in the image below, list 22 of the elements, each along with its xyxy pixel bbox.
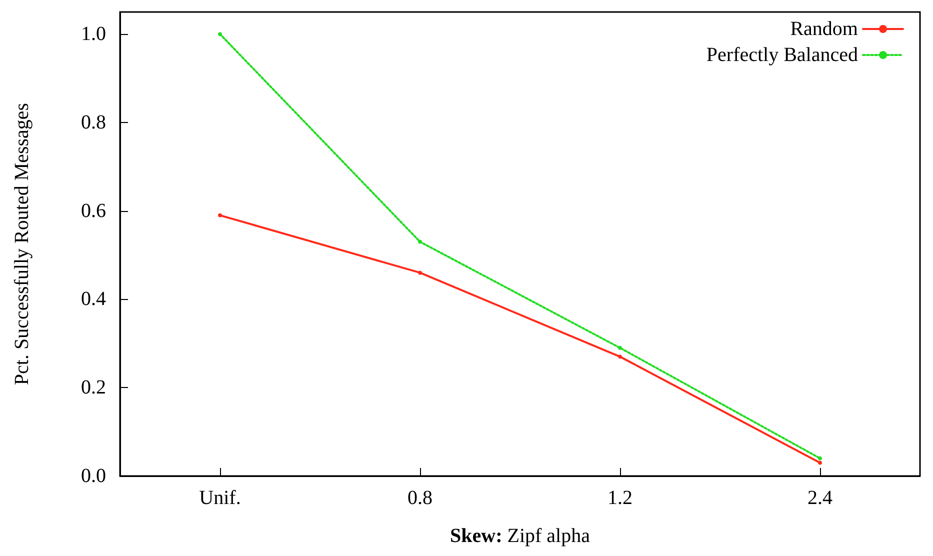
x-tick-label: 1.2: [608, 487, 632, 509]
y-tick-label: 0.2: [81, 376, 106, 399]
y-tick-label: 0.8: [81, 111, 106, 134]
point: [218, 32, 222, 36]
y-tick-label: 0.4: [81, 288, 106, 310]
point: [818, 456, 822, 460]
point: [618, 346, 622, 350]
x-axis-title: Skew: Zipf alpha: [450, 525, 590, 547]
point: [218, 213, 222, 218]
y-tick-label: 0.0: [81, 465, 106, 487]
x-tick-label: Unif.: [199, 487, 241, 509]
point: [418, 240, 422, 244]
point: [818, 460, 822, 465]
y-tick-label: 0.6: [81, 200, 106, 222]
point: [618, 354, 622, 359]
point: [418, 270, 422, 275]
x-tick-label: 0.8: [408, 487, 432, 509]
legend-label: Random: [790, 18, 858, 40]
y-tick-label: 1.0: [81, 23, 106, 46]
x-tick-label: 2.4: [808, 487, 832, 509]
legend-label: Perfectly Balanced: [706, 44, 858, 66]
y-axis-title: Pct. Successfully Routed Messages: [11, 102, 33, 386]
